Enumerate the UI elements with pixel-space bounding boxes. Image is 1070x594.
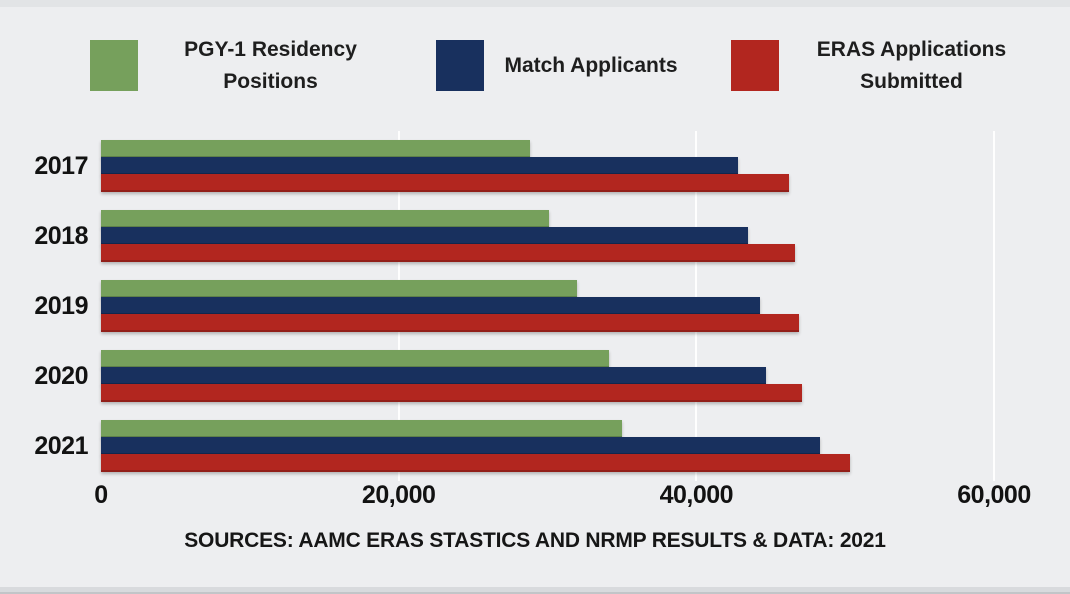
bar-pgy-1-residency-positions-2021 xyxy=(101,420,622,438)
bottom-border-strip xyxy=(0,587,1070,594)
bar-group-2021: 2021 xyxy=(0,411,1070,481)
bar-group-2019: 2019 xyxy=(0,271,1070,341)
bar-group-bars xyxy=(101,271,1070,341)
bar-group-bars xyxy=(101,341,1070,411)
bar-match-applicants-2020 xyxy=(101,367,767,385)
bar-match-applicants-2021 xyxy=(101,437,820,455)
bar-chart-plot-area: 2017 2018 2019 2020 2021 xyxy=(0,131,1070,481)
red-swatch-icon xyxy=(730,40,779,91)
bar-eras-applications-submitted-2017 xyxy=(101,174,789,192)
bar-group-2020: 2020 xyxy=(0,341,1070,411)
legend-label: ERAS Applications Submitted xyxy=(816,38,1007,93)
legend-label: PGY-1 Residency Positions xyxy=(184,38,357,93)
legend-item-eras-applications-submitted: ERAS Applications Submitted xyxy=(730,34,1024,97)
bar-pgy-1-residency-positions-2019 xyxy=(101,280,578,298)
bar-eras-applications-submitted-2018 xyxy=(101,244,795,262)
top-border-strip xyxy=(0,0,1070,7)
year-label: 2018 xyxy=(34,222,88,250)
bar-eras-applications-submitted-2019 xyxy=(101,314,800,332)
bar-group-bars xyxy=(101,201,1070,271)
bar-match-applicants-2017 xyxy=(101,157,738,175)
x-tick-label: 20,000 xyxy=(361,481,436,509)
bar-group-bars xyxy=(101,411,1070,481)
bar-group-bars xyxy=(101,131,1070,201)
year-label: 2019 xyxy=(34,292,88,320)
source-note: SOURCES: AAMC ERAS STASTICS AND NRMP RES… xyxy=(184,529,886,552)
green-swatch-icon xyxy=(90,40,138,91)
bar-eras-applications-submitted-2021 xyxy=(101,454,850,472)
year-label: 2017 xyxy=(34,152,88,180)
bar-match-applicants-2018 xyxy=(101,227,749,245)
x-tick-label: 60,000 xyxy=(957,481,1031,509)
year-label: 2021 xyxy=(34,432,88,460)
gridline-60000 xyxy=(993,131,995,481)
bar-group-2017: 2017 xyxy=(0,131,1070,201)
bar-pgy-1-residency-positions-2017 xyxy=(101,140,530,158)
legend-label: Match Applicants xyxy=(504,53,678,77)
bar-pgy-1-residency-positions-2018 xyxy=(101,210,549,228)
x-axis: 0 20,000 40,000 60,000 xyxy=(0,481,1070,513)
bar-match-applicants-2019 xyxy=(101,297,761,315)
chart-legend: PGY-1 Residency Positions Match Applican… xyxy=(0,34,1070,97)
bar-eras-applications-submitted-2020 xyxy=(101,384,802,402)
x-tick-label: 0 xyxy=(94,481,108,509)
blue-swatch-icon xyxy=(436,40,485,91)
x-tick-label: 40,000 xyxy=(659,481,734,509)
legend-item-match-applicants: Match Applicants xyxy=(436,34,678,97)
legend-item-pgy1-residency-positions: PGY-1 Residency Positions xyxy=(90,34,383,97)
bar-pgy-1-residency-positions-2020 xyxy=(101,350,609,368)
year-label: 2020 xyxy=(34,362,88,390)
bar-group-2018: 2018 xyxy=(0,201,1070,271)
